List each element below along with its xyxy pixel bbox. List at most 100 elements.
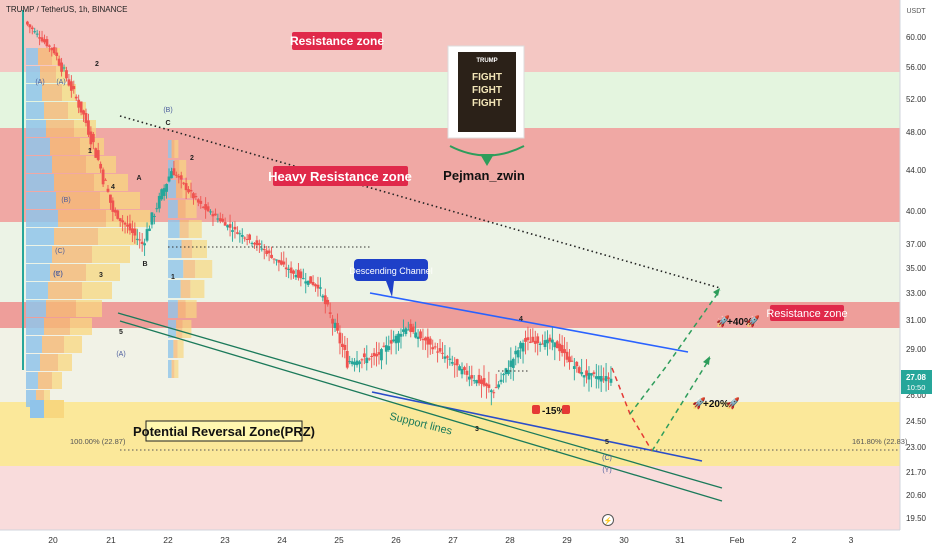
candle-body (453, 363, 457, 365)
candle-body (150, 212, 154, 225)
candle-body (38, 37, 42, 39)
candle-body (57, 58, 61, 66)
candle-body (411, 326, 415, 333)
flash-icon[interactable]: ⚡ (602, 514, 614, 526)
svg-text:🚀: 🚀 (692, 397, 706, 410)
candle-body (243, 237, 247, 239)
candle-body (123, 222, 127, 225)
candle-body (297, 269, 300, 278)
candle-body (40, 37, 44, 42)
candle-body (82, 110, 85, 115)
candle-body (170, 171, 173, 179)
time-tick: 20 (48, 535, 58, 545)
price-tick: 40.00 (906, 207, 927, 216)
candle-body (240, 234, 244, 237)
candle-body (343, 344, 347, 350)
time-tick: 30 (619, 535, 629, 545)
candle-body (192, 193, 195, 199)
candle-body (607, 377, 610, 379)
candle-body (372, 352, 376, 357)
candle-body (560, 344, 564, 353)
candle-body (233, 226, 237, 230)
candle-body (238, 233, 242, 235)
candle-body (328, 312, 332, 314)
candle-body (592, 372, 596, 374)
candle-body (184, 183, 188, 191)
candle-body (226, 225, 230, 228)
candle-body (196, 199, 200, 203)
candle-body (402, 329, 405, 332)
candle-body (106, 188, 110, 192)
wave-label: (A) (56, 79, 65, 86)
candle-body (428, 338, 432, 345)
candle-body (480, 379, 483, 384)
wave-label: (Y) (602, 467, 611, 474)
candle-body (575, 361, 579, 367)
candle-body (555, 341, 559, 349)
candle-body (52, 47, 56, 54)
time-tick: 29 (562, 535, 572, 545)
candle-body (130, 228, 134, 234)
candle-body (289, 267, 293, 274)
wave-label: 3 (475, 426, 479, 433)
candle-body (77, 99, 81, 108)
label-descending-channel: Descending Channel (349, 259, 433, 297)
candle-body (50, 47, 54, 51)
candle-body (209, 211, 212, 213)
svg-text:Pejman_zwin: Pejman_zwin (443, 168, 525, 183)
candle-body (406, 329, 410, 331)
candle-body (563, 349, 566, 354)
candle-body (262, 249, 266, 251)
candle-body (321, 295, 325, 298)
candle-body (604, 376, 608, 382)
wave-label: C (165, 120, 170, 127)
svg-text:+20%: +20% (703, 399, 729, 410)
candle-body (30, 27, 34, 30)
candle-body (465, 370, 469, 375)
candle-body (228, 224, 232, 228)
candle-body (89, 131, 93, 145)
candle-body (585, 370, 588, 376)
candle-body (94, 148, 98, 158)
candle-body (499, 379, 503, 382)
price-tick: 56.00 (906, 63, 927, 72)
candle-body (565, 351, 569, 360)
candle-body (84, 113, 88, 123)
candle-body (275, 259, 278, 261)
candle-body (582, 375, 586, 378)
zone-lower-pink (0, 466, 900, 530)
candle-body (47, 45, 51, 47)
candle-body (392, 339, 396, 342)
candle-body (450, 361, 454, 364)
label-resistance-top: Resistance zone (290, 32, 384, 50)
candle-body (431, 347, 435, 350)
candle-body (74, 96, 78, 99)
author-poster: TRUMP FIGHT FIGHT FIGHT Pejman_zwin (443, 45, 525, 183)
candle-body (594, 376, 598, 379)
candle-body (104, 179, 107, 181)
candle-body (546, 339, 549, 344)
candle-body (426, 336, 430, 345)
candle-body (511, 358, 515, 368)
wave-label: 5 (119, 329, 123, 336)
support-line-2 (119, 320, 723, 502)
candle-body (62, 67, 66, 69)
svg-text:Resistance zone: Resistance zone (290, 34, 384, 48)
wave-label: 4 (111, 184, 115, 191)
candle-body (109, 194, 112, 203)
candle-body (306, 280, 310, 285)
candle-body (572, 366, 576, 370)
wave-label: (B) (163, 107, 172, 114)
support-line-1 (117, 312, 723, 489)
svg-text:🚀: 🚀 (726, 397, 740, 410)
zone-green-mid (0, 222, 900, 302)
symbol-title[interactable]: TRUMP / TetherUS, 1h, BINANCE (6, 5, 128, 14)
candle-body (201, 206, 205, 208)
fib-label-right: 161.80% (22.83) (852, 437, 908, 446)
time-tick: 27 (448, 535, 458, 545)
candle-body (270, 254, 273, 258)
candle-body (309, 276, 313, 284)
wave-label: 1 (171, 274, 175, 281)
